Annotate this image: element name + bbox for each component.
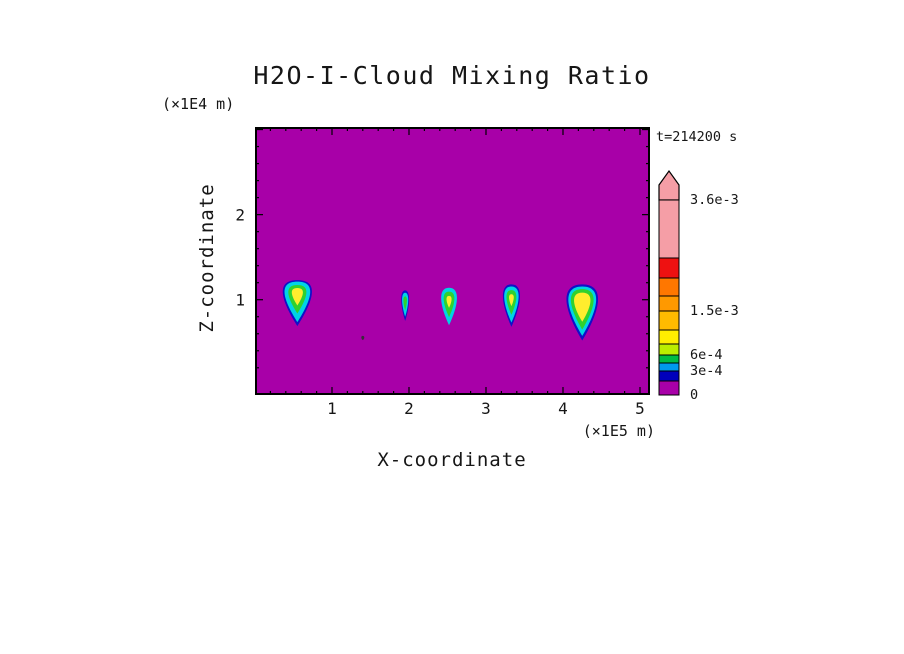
colorbar-label: 6e-4	[690, 347, 723, 364]
x-tick-label: 5	[635, 399, 645, 418]
colorbar-segment	[658, 370, 680, 382]
x-tick-label: 4	[558, 399, 568, 418]
x-tick-label: 3	[481, 399, 491, 418]
cloud-feature	[441, 287, 457, 326]
colorbar-segment	[658, 380, 680, 396]
colorbar-segment	[658, 354, 680, 364]
colorbar-segment	[658, 277, 680, 297]
plot-background	[255, 127, 650, 395]
x-axis-title: X-coordinate	[377, 449, 527, 471]
z-tick-label: 2	[235, 205, 245, 225]
x-axis-unit-label: (×1E5 m)	[582, 422, 655, 440]
cloud-contour-layer	[291, 288, 303, 306]
colorbar-label: 3.6e-3	[690, 192, 739, 208]
cloud-feature	[361, 335, 365, 341]
z-axis-title: Z-coordinate	[196, 183, 218, 333]
time-annotation: t=214200 s	[656, 129, 738, 145]
colorbar	[658, 169, 680, 396]
cloud-contour-layer	[403, 296, 407, 311]
z-tick-label: 1	[235, 290, 245, 310]
colorbar-segment	[658, 310, 680, 331]
cloud-contour-layer	[509, 294, 514, 307]
colorbar-label: 3e-4	[690, 363, 723, 379]
z-axis-unit-label: (×1E4 m)	[162, 95, 235, 113]
colorbar-label: 0	[690, 387, 699, 403]
cloud-feature	[282, 280, 312, 327]
colorbar-segment	[658, 199, 680, 259]
cloud-feature	[566, 284, 599, 341]
x-tick-label: 1	[327, 399, 337, 418]
plot-frame	[255, 127, 650, 395]
cloud-feature	[401, 290, 410, 321]
colorbar-segment	[658, 295, 680, 312]
chart-title: H2O-I-Cloud Mixing Ratio	[253, 61, 651, 90]
colorbar-segment	[658, 329, 680, 345]
x-tick-label: 2	[404, 399, 414, 418]
cloud-contour-layer	[361, 335, 365, 341]
colorbar-segment	[658, 362, 680, 372]
cloud-feature	[502, 284, 520, 327]
cloud-contour-layer	[446, 295, 452, 308]
cloud-contour-layer	[574, 292, 591, 322]
colorbar-segment	[658, 343, 680, 356]
colorbar-label: 1.5e-3	[690, 302, 739, 319]
colorbar-segment	[658, 257, 680, 279]
contour-plot-area	[255, 127, 650, 395]
colorbar-overflow-arrow	[658, 169, 680, 201]
